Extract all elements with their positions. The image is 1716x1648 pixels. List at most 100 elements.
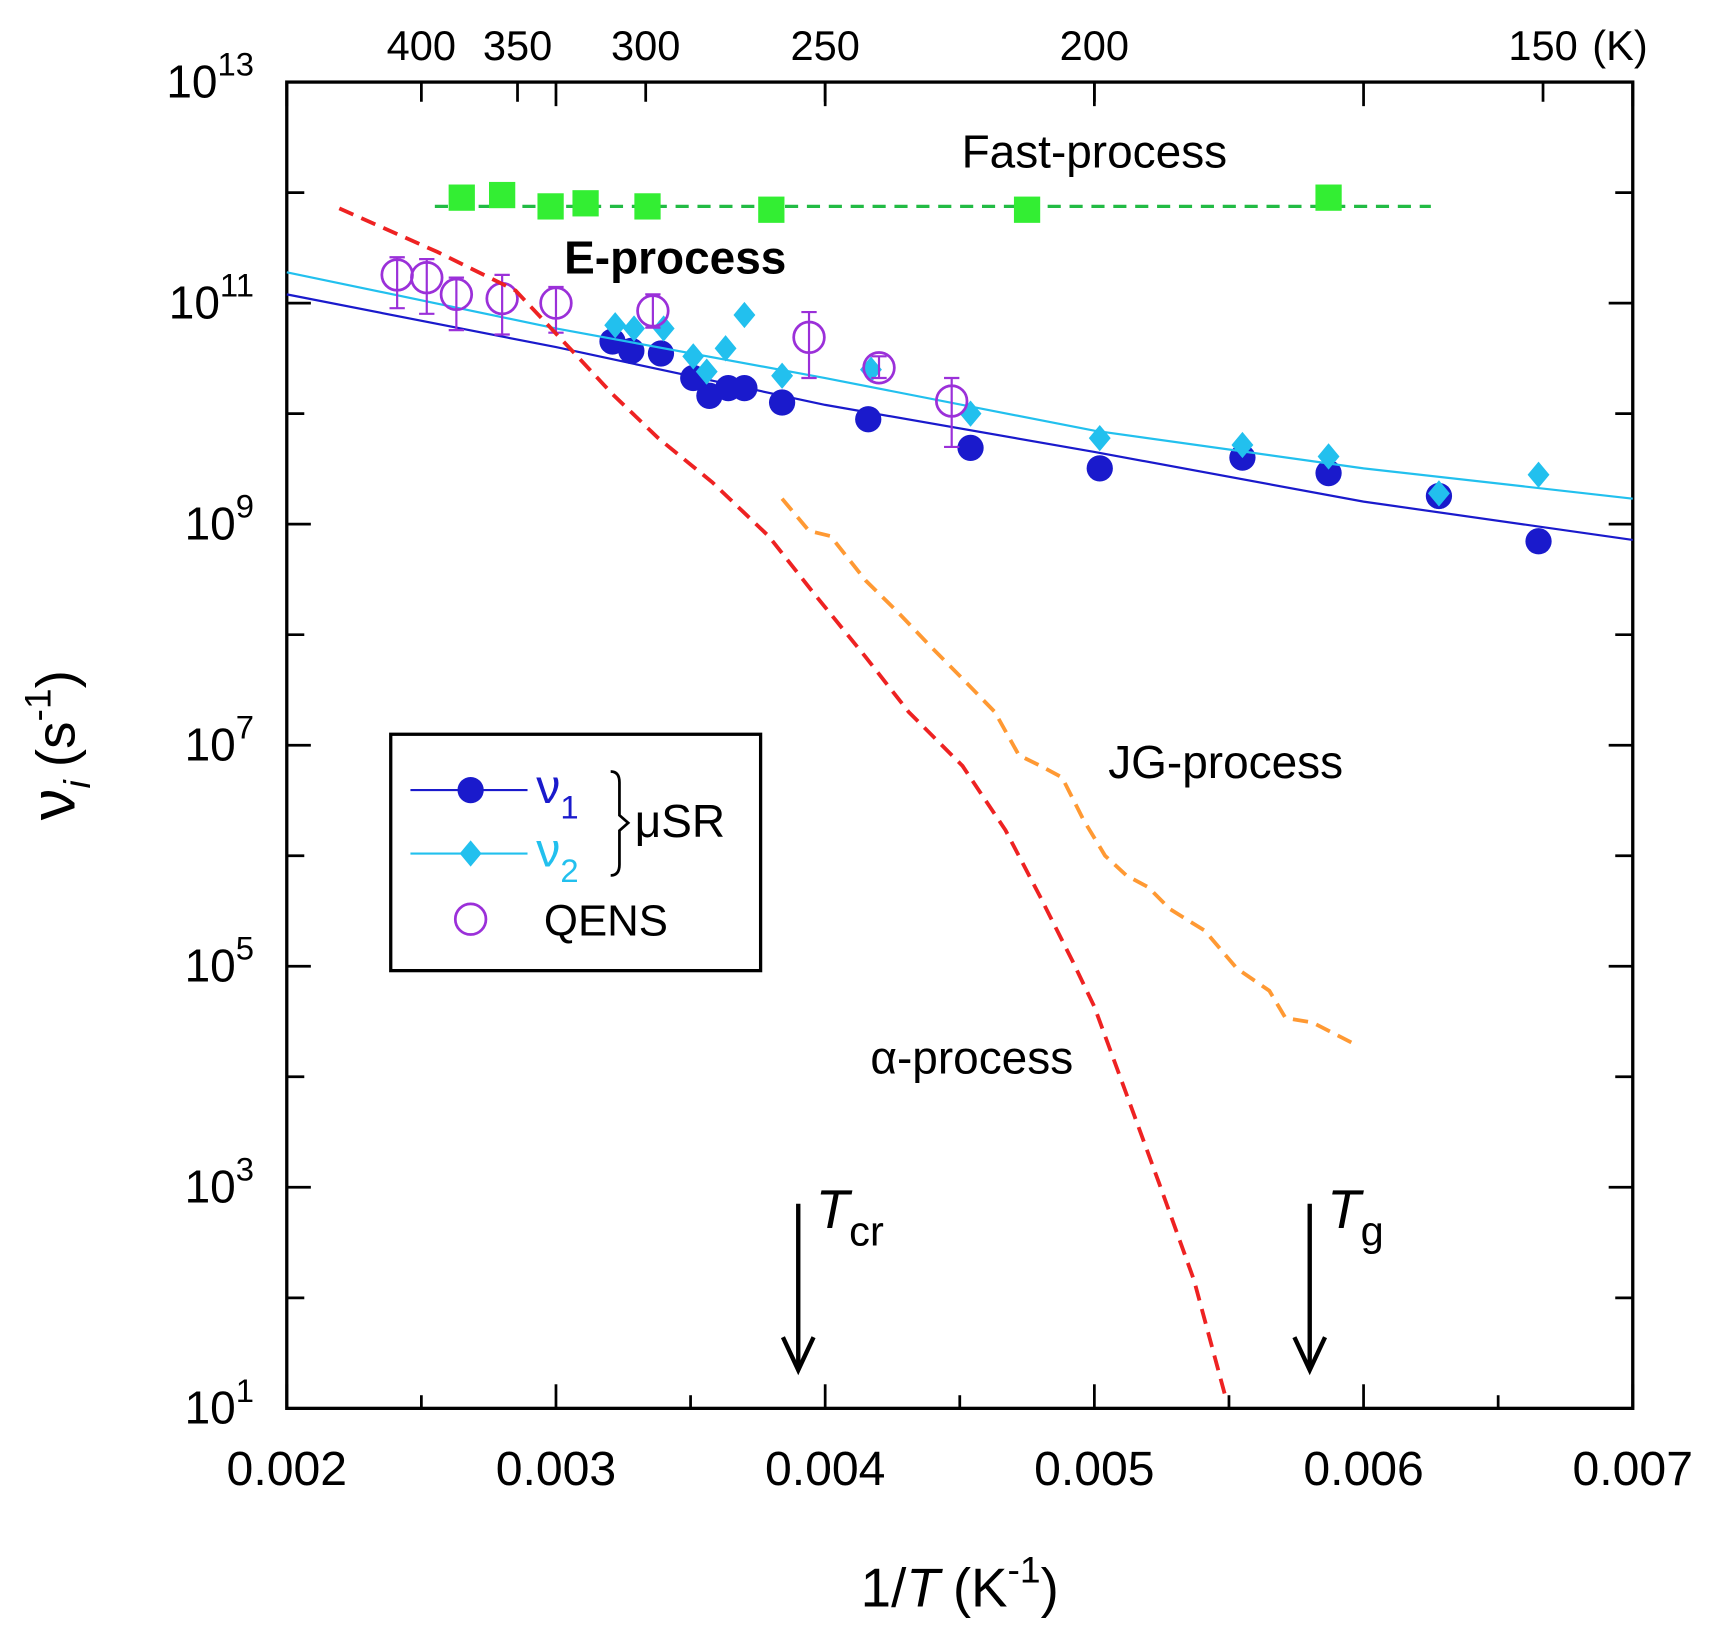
error-bar — [871, 355, 887, 380]
legend-marker — [453, 902, 488, 936]
point — [439, 277, 474, 312]
y-tick-label: 101 — [185, 1372, 254, 1434]
annotation: E-process — [564, 232, 786, 284]
point — [1315, 184, 1342, 211]
point — [634, 193, 661, 220]
annotation: α-process — [870, 1031, 1073, 1083]
annotation: JG-process — [1108, 736, 1343, 788]
top-tick-label: 150 — [1508, 22, 1577, 69]
point — [1231, 431, 1254, 459]
y-tick-label: 1013 — [166, 46, 254, 108]
point — [537, 193, 564, 220]
fit-line — [286, 271, 1633, 500]
point — [862, 351, 896, 385]
point — [489, 181, 516, 209]
point — [539, 286, 573, 320]
top-tick-label: 200 — [1060, 22, 1129, 69]
point — [410, 260, 444, 295]
arrow-label-sub: g — [1361, 1207, 1384, 1254]
point — [623, 315, 645, 342]
top-tick-label: 300 — [611, 22, 680, 69]
legend-name: ν — [536, 824, 560, 878]
error-bar — [419, 258, 435, 315]
arrow-label-main: T — [816, 1178, 853, 1240]
y-label-part: ) — [24, 670, 86, 688]
x-tick-label: 0.003 — [496, 1442, 616, 1496]
top-tick-label: 350 — [483, 22, 552, 69]
x-label-part: ) — [1041, 1556, 1059, 1618]
point — [1317, 443, 1340, 470]
y-label-part: -1 — [16, 688, 58, 721]
point — [733, 301, 756, 329]
arrow-label: Tg — [1327, 1178, 1384, 1255]
point — [636, 294, 670, 328]
top-tick-label: 250 — [790, 22, 859, 69]
x-tick-label: 0.004 — [765, 1442, 885, 1496]
point — [1427, 480, 1450, 507]
point — [572, 190, 599, 217]
legend-group-label: μSR — [635, 795, 725, 847]
point — [771, 362, 794, 389]
point — [1086, 455, 1113, 482]
legend-sub: 2 — [560, 852, 578, 889]
point — [652, 315, 675, 342]
y-label-part: ν — [18, 788, 88, 820]
point — [768, 389, 796, 416]
annotation: Fast-process — [962, 125, 1228, 177]
fit-line — [286, 293, 1633, 542]
point — [1088, 425, 1111, 452]
x-tick-label: 0.006 — [1303, 1442, 1423, 1496]
legend-label: QENS — [544, 897, 668, 946]
y-tick-label: 105 — [185, 930, 254, 992]
y-label-part: i — [56, 778, 98, 788]
x-tick-label: 0.002 — [227, 1442, 347, 1496]
error-bar — [389, 256, 405, 310]
x-tick-label: 0.007 — [1573, 1442, 1693, 1496]
legend-label: ν2 — [536, 824, 578, 889]
curve — [338, 206, 1229, 1401]
error-bar — [944, 376, 960, 449]
y-tick-label: 103 — [185, 1151, 254, 1213]
point — [448, 184, 475, 211]
point — [1525, 528, 1552, 555]
x-label-part: (K — [953, 1556, 1008, 1618]
x-label-part: 1/ — [861, 1556, 907, 1618]
point — [714, 335, 737, 362]
point — [647, 340, 675, 367]
point — [957, 434, 984, 462]
point — [758, 196, 785, 223]
error-bar — [448, 276, 465, 332]
point — [792, 320, 826, 355]
point — [604, 312, 627, 339]
y-tick-label: 109 — [185, 488, 254, 550]
legend-label: ν1 — [536, 760, 578, 825]
x-label-part: T — [906, 1556, 943, 1618]
point — [682, 343, 705, 370]
point — [695, 358, 718, 385]
arrow-label: Tcr — [816, 1178, 884, 1255]
y-tick-label: 107 — [185, 709, 254, 771]
arrow-label-main: T — [1327, 1178, 1364, 1240]
point — [731, 375, 758, 402]
point — [1315, 459, 1342, 487]
arrow-head — [780, 1336, 816, 1376]
x-tick-label: 0.005 — [1034, 1442, 1154, 1496]
curve — [780, 497, 1360, 1048]
legend-marker — [457, 776, 484, 804]
legend-bracket — [610, 770, 631, 877]
top-tick-label: 400 — [387, 22, 456, 69]
point — [1527, 461, 1550, 488]
point — [855, 406, 882, 433]
legend-marker — [459, 840, 482, 867]
point — [1013, 196, 1041, 223]
arrow-label-sub: cr — [849, 1207, 884, 1254]
y-axis-label: νi (s-1) — [16, 670, 97, 820]
top-unit-label: (K) — [1592, 22, 1647, 69]
point — [935, 384, 969, 418]
y-tick-label: 1011 — [169, 267, 254, 329]
y-label-part: (s — [24, 722, 86, 768]
legend-name: ν — [536, 760, 560, 814]
x-label-part: -1 — [1008, 1548, 1041, 1590]
legend-sub: 1 — [560, 789, 578, 826]
arrow-head — [1292, 1336, 1328, 1376]
